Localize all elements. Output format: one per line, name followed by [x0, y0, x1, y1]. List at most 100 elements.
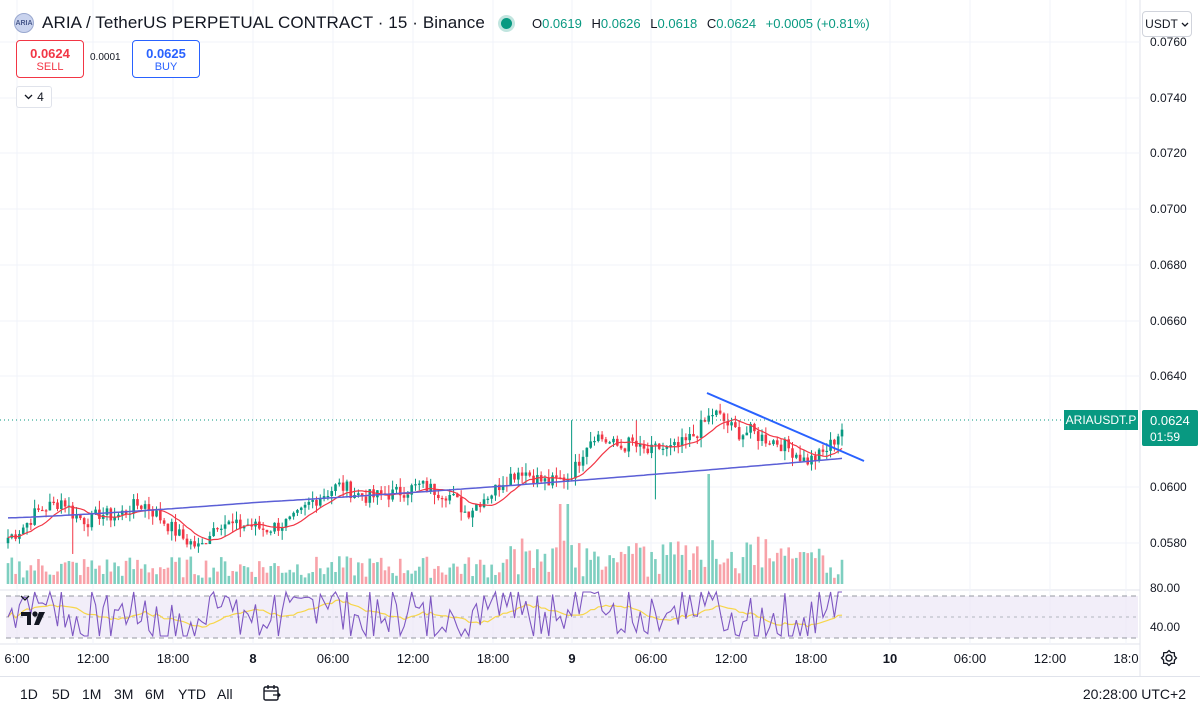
candle-body	[703, 419, 707, 422]
candle-body	[764, 434, 768, 444]
candle-body	[398, 486, 402, 496]
volume-bar	[505, 559, 509, 584]
last-price-tag	[1142, 410, 1198, 446]
candle-body	[749, 423, 752, 433]
buy-button[interactable]: 0.0625 BUY	[132, 40, 200, 78]
volume-bar	[25, 570, 29, 584]
calendar-icon[interactable]	[262, 684, 282, 702]
indicators-toggle[interactable]: 4	[16, 86, 52, 108]
volume-bar	[730, 551, 733, 584]
volume-bar	[593, 551, 596, 584]
volume-bar	[772, 561, 775, 584]
candle-body	[136, 499, 139, 506]
volume-bar	[459, 573, 463, 584]
time-tick-label: 6:00	[4, 651, 29, 666]
volume-bar	[753, 565, 756, 584]
range-3m[interactable]: 3M	[114, 686, 134, 702]
sell-button[interactable]: 0.0624 SELL	[16, 40, 84, 78]
currency-select[interactable]: USDT	[1142, 11, 1192, 37]
candle-body	[619, 445, 623, 449]
market-status-dot[interactable]	[500, 17, 512, 29]
volume-bar	[204, 560, 208, 584]
candle-body	[261, 528, 265, 530]
volume-bar	[707, 474, 711, 584]
volume-bar	[581, 576, 585, 584]
volume-bar	[589, 559, 592, 584]
range-ytd[interactable]: YTD	[178, 686, 206, 702]
candle-body	[216, 528, 219, 530]
candle-body	[219, 528, 223, 530]
range-5d[interactable]: 5D	[52, 686, 70, 702]
rsi-collapse-chevron[interactable]	[20, 592, 30, 604]
candle-body	[494, 484, 497, 496]
volume-bar	[501, 562, 505, 584]
candle-body	[593, 441, 596, 443]
volume-bar	[239, 564, 242, 584]
clock-timezone[interactable]: 20:28:00 UTC+2	[1082, 686, 1186, 702]
volume-bar	[699, 559, 703, 584]
spread-value: 0.0001	[90, 52, 121, 63]
volume-bar	[673, 554, 676, 584]
price-tick-label: 0.0660	[1150, 314, 1187, 328]
volume-bar	[273, 563, 276, 584]
price-tick-label: 0.0720	[1150, 146, 1187, 160]
candle-body	[417, 483, 421, 485]
candle-body	[265, 529, 269, 533]
volume-bar	[284, 572, 288, 584]
time-tick-label: 8	[249, 651, 256, 666]
candle-body	[711, 415, 714, 417]
volume-bar	[676, 541, 680, 584]
volume-bar	[231, 571, 234, 584]
volume-bar	[322, 574, 326, 584]
chevron-down-icon	[20, 595, 30, 601]
volume-bar	[341, 567, 345, 584]
volume-bar	[250, 571, 254, 584]
candle-body	[524, 472, 528, 476]
volume-bar	[56, 571, 59, 584]
candle-body	[528, 472, 532, 476]
volume-bar	[181, 577, 185, 584]
volume-bar	[402, 573, 406, 584]
volume-bar	[200, 577, 204, 584]
volume-bar	[612, 558, 615, 584]
gear-icon[interactable]	[1159, 648, 1179, 668]
volume-bar	[821, 555, 825, 584]
tradingview-logo-icon	[21, 611, 45, 625]
symbol-tag-label: ARIAUSDT.P	[1066, 413, 1137, 427]
volume-bar	[212, 567, 215, 584]
candle-body	[269, 531, 273, 533]
countdown-label: 01:59	[1150, 430, 1180, 444]
price-tick-label: 0.0640	[1150, 369, 1187, 383]
volume-bar	[67, 561, 71, 584]
symbol-title[interactable]: ARIA / TetherUS PERPETUAL CONTRACT · 15 …	[42, 13, 485, 32]
volume-bar	[315, 556, 318, 584]
range-1d[interactable]: 1D	[20, 686, 38, 702]
sell-label: SELL	[36, 60, 64, 73]
candle-body	[471, 510, 474, 518]
volume-bar	[79, 575, 82, 584]
candle-body	[345, 481, 349, 491]
volume-bar	[10, 557, 14, 584]
volume-bar	[783, 555, 787, 584]
candle-body	[349, 481, 353, 499]
volume-bar	[718, 564, 722, 584]
volume-bar	[574, 567, 577, 584]
volume-bar	[775, 552, 779, 584]
candle-body	[429, 483, 433, 492]
candle-body	[178, 529, 181, 536]
range-1m[interactable]: 1M	[82, 686, 102, 702]
candle-body	[840, 429, 844, 437]
range-all[interactable]: All	[217, 686, 233, 702]
candle-body	[437, 494, 440, 499]
volume-bar	[117, 566, 120, 584]
range-6m[interactable]: 6M	[145, 686, 165, 702]
candle-body	[98, 509, 101, 519]
volume-bar	[433, 568, 436, 584]
volume-bar	[680, 554, 684, 584]
candle-body	[783, 439, 787, 452]
candle-body	[509, 473, 512, 486]
candle-body	[596, 434, 600, 442]
candle-body	[456, 493, 459, 498]
price-tick-label: 0.0580	[1150, 536, 1187, 550]
